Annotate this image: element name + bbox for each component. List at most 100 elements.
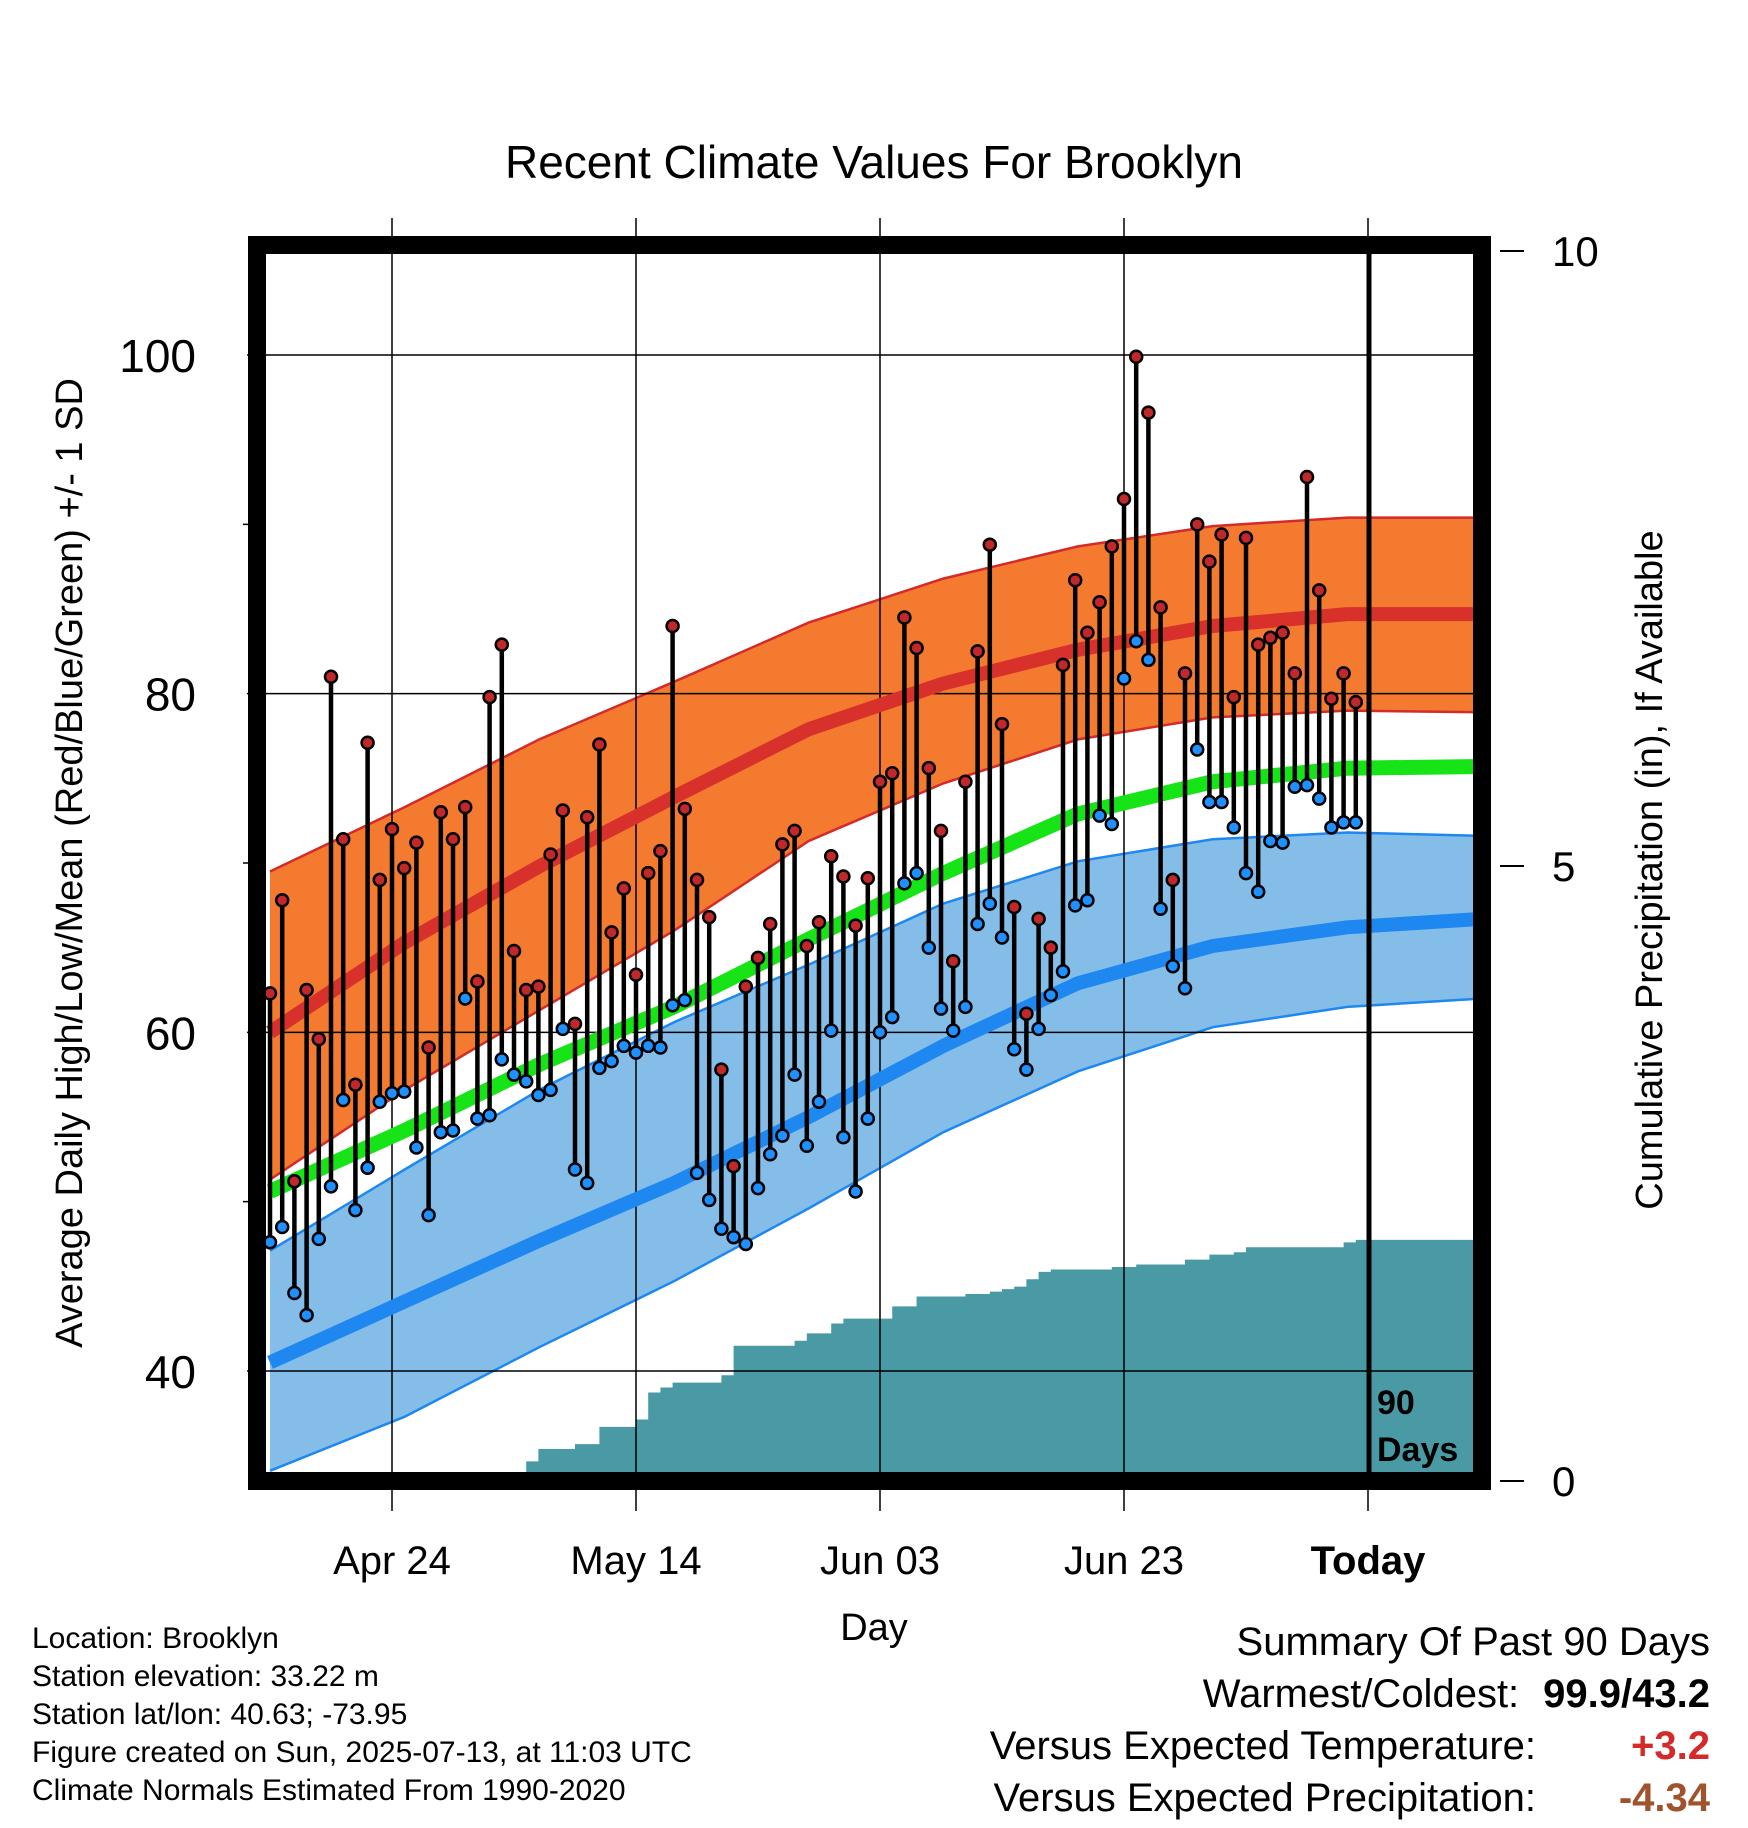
daily-high-point	[1128, 349, 1144, 364]
daily-high-point	[1202, 554, 1217, 569]
warmest-value: 99.9/43.2	[1543, 1672, 1710, 1716]
daily-high-point	[348, 1077, 363, 1093]
daily-high-point	[384, 821, 400, 837]
daily-high-point	[628, 967, 644, 982]
daily-low-point	[1092, 808, 1107, 823]
daily-high-point	[1311, 583, 1327, 598]
daily-low-point	[750, 1180, 766, 1196]
daily-high-point	[811, 915, 827, 930]
daily-low-point	[470, 1111, 485, 1126]
daily-low-point	[726, 1229, 741, 1245]
daily-high-point	[506, 943, 522, 959]
daily-low-point	[884, 1009, 900, 1025]
daily-low-point	[323, 1179, 339, 1194]
daily-low-point	[1275, 835, 1290, 850]
daily-low-point	[1226, 820, 1242, 835]
daily-high-point	[1092, 595, 1107, 610]
daily-high-point	[323, 669, 339, 685]
daily-low-point	[640, 1038, 656, 1054]
daily-low-point	[543, 1082, 558, 1098]
daily-low-point	[1031, 1021, 1046, 1037]
daily-high-point	[531, 979, 546, 994]
daily-low-point	[787, 1067, 802, 1082]
daily-low-point	[811, 1094, 827, 1109]
daily-low-point	[909, 865, 924, 881]
daily-high-point	[518, 982, 534, 998]
y-tick-label-100: 100	[119, 330, 196, 382]
daily-high-point	[872, 774, 888, 789]
x-tick-label-1: May 14	[570, 1539, 701, 1583]
daily-low-point	[433, 1124, 449, 1140]
daily-high-point	[762, 916, 778, 932]
daily-high-point	[689, 872, 705, 888]
daily-low-point	[1055, 964, 1071, 979]
daily-high-point	[579, 810, 595, 825]
daily-high-point	[1006, 899, 1022, 915]
daily-low-point	[1043, 987, 1059, 1003]
normal-low-line	[267, 911, 1483, 1369]
daily-low-point	[665, 997, 680, 1013]
daily-low-point	[872, 1025, 888, 1040]
daily-low-point	[348, 1202, 363, 1218]
daily-high-point	[1348, 694, 1364, 710]
daily-high-point	[726, 1158, 741, 1174]
daily-high-point	[274, 892, 290, 908]
daily-high-point	[1250, 637, 1266, 652]
daily-low-point	[518, 1074, 534, 1089]
daily-low-point	[592, 1060, 607, 1076]
daily-low-point	[799, 1138, 815, 1154]
daily-high-point	[653, 843, 668, 859]
daily-low-point	[762, 1146, 778, 1162]
daily-low-point	[384, 1086, 400, 1101]
location-text: Location: Brooklyn	[32, 1622, 279, 1655]
daily-low-point	[836, 1130, 851, 1145]
daily-high-point	[335, 832, 351, 847]
daily-high-point	[311, 1031, 327, 1047]
daily-low-point	[689, 1165, 705, 1181]
daily-high-point	[750, 950, 766, 966]
daily-low-point	[1128, 633, 1144, 649]
high-sd-band	[270, 517, 1482, 1180]
daily-high-point	[1043, 940, 1059, 955]
daily-low-point	[982, 896, 998, 911]
daily-high-point	[421, 1040, 436, 1055]
daily-low-point	[1287, 779, 1303, 795]
daily-low-point	[372, 1094, 388, 1109]
daily-high-point	[616, 881, 632, 896]
daily-high-point	[1214, 527, 1229, 542]
daily-low-point	[494, 1052, 510, 1067]
daily-low-point	[677, 992, 693, 1008]
daily-high-point	[897, 610, 912, 625]
daily-high-point	[1238, 530, 1254, 546]
low-sd-band-upper-edge	[269, 831, 1483, 1252]
elevation-text: Station elevation: 33.22 m	[32, 1660, 379, 1693]
summary-panel: Summary Of Past 90 Days Warmest/Coldest:…	[990, 1616, 1710, 1824]
daily-low-point	[1067, 898, 1083, 913]
daily-low-point	[555, 1021, 571, 1037]
daily-high-point	[701, 909, 717, 925]
daily-high-point	[933, 823, 949, 839]
daily-low-point	[1080, 892, 1095, 908]
summary-temp-row: Versus Expected Temperature: +3.2	[990, 1720, 1710, 1772]
daily-low-point	[1116, 671, 1132, 686]
daily-low-point	[1348, 815, 1364, 830]
daily-low-point	[958, 999, 973, 1015]
daily-high-point	[799, 938, 815, 954]
daily-low-point	[531, 1087, 546, 1103]
daily-low-point	[360, 1160, 375, 1176]
y-tick-label-80: 80	[145, 669, 196, 721]
daily-high-point	[1055, 657, 1071, 673]
daily-high-point	[1067, 572, 1083, 588]
daily-high-point	[787, 823, 802, 839]
daily-low-point	[579, 1175, 595, 1191]
daily-high-point	[945, 953, 961, 969]
daily-low-point	[775, 1128, 790, 1143]
precipitation-area	[270, 1239, 1482, 1481]
normal-high-line	[266, 607, 1482, 1039]
daily-low-point	[1177, 981, 1193, 996]
daily-low-point	[933, 1001, 949, 1016]
temp-anomaly-label: Versus Expected Temperature:	[989, 1724, 1536, 1768]
daily-high-point	[494, 637, 510, 652]
daily-high-point	[360, 735, 375, 751]
daily-high-point	[433, 804, 449, 820]
